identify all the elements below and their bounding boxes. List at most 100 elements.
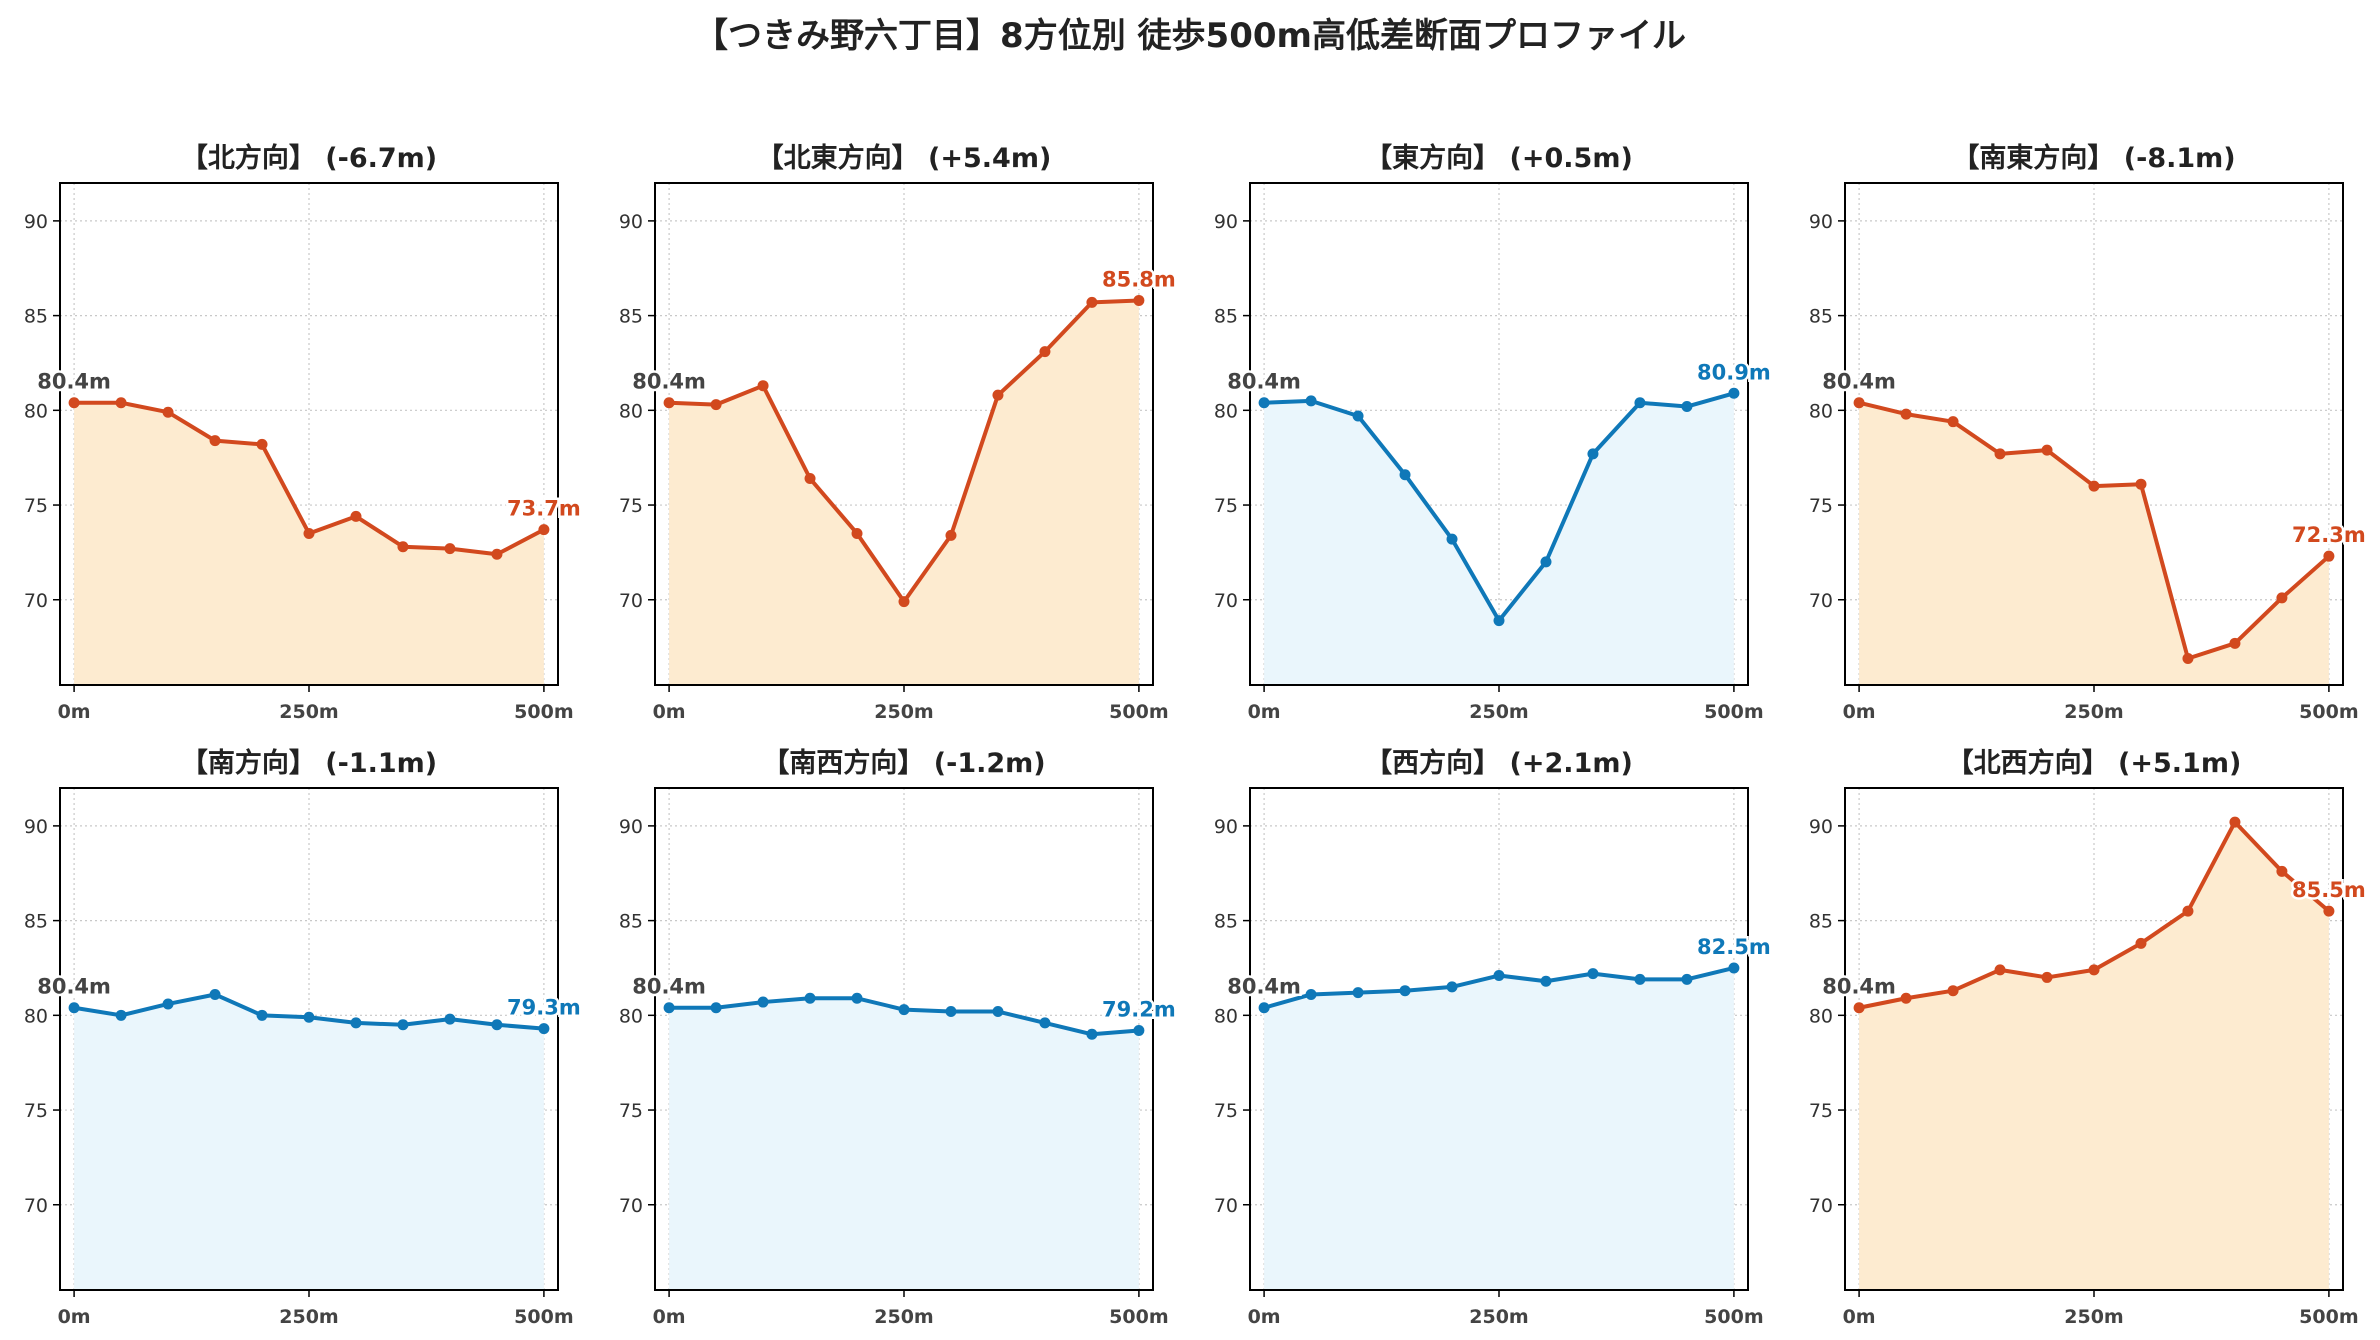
data-point: [992, 1006, 1004, 1018]
x-tick-label: 250m: [1469, 1306, 1528, 1328]
x-tick-label: 0m: [1248, 701, 1281, 723]
data-point: [444, 543, 456, 555]
area-fill: [1264, 393, 1734, 685]
data-point: [710, 399, 722, 411]
data-point: [663, 397, 675, 409]
y-tick-label: 85: [1214, 306, 1238, 328]
y-tick-label: 80: [619, 400, 643, 422]
data-point: [2276, 592, 2288, 604]
y-tick-label: 75: [619, 495, 643, 517]
x-tick-label: 500m: [2299, 701, 2358, 723]
y-tick-label: 90: [1214, 211, 1238, 233]
data-point: [851, 992, 863, 1004]
data-point: [2229, 816, 2241, 828]
area-fill: [669, 998, 1139, 1290]
data-point: [397, 1019, 409, 1031]
y-tick-label: 90: [24, 211, 48, 233]
data-point: [2088, 480, 2100, 492]
data-point: [350, 510, 362, 522]
data-point: [115, 1009, 127, 1021]
data-point: [1305, 988, 1317, 1000]
data-point: [1947, 416, 1959, 428]
data-point: [804, 992, 816, 1004]
y-tick-label: 90: [619, 816, 643, 838]
y-tick-label: 80: [619, 1005, 643, 1027]
y-tick-label: 80: [1214, 1005, 1238, 1027]
data-point: [1853, 1002, 1865, 1014]
panel-4: 【南東方向】 (-8.1m) 70 75 80 85 90 0m 250m 500m 80.4m 7…: [1809, 142, 2368, 723]
data-point: [1634, 397, 1646, 409]
y-tick-label: 70: [24, 590, 48, 612]
data-point: [303, 527, 315, 539]
data-point: [945, 1006, 957, 1018]
x-tick-label: 500m: [514, 1306, 573, 1328]
panel-title: 【東方向】 (+0.5m): [1365, 142, 1633, 174]
panel-title: 【北西方向】 (+5.1m): [1947, 747, 2242, 779]
data-point: [710, 1002, 722, 1014]
data-point: [1540, 556, 1552, 568]
y-tick-label: 75: [1809, 1100, 1833, 1122]
panel-2: 【北東方向】 (+5.4m) 70 75 80 85 90 0m 250m 500m 80.4m 8…: [619, 142, 1178, 723]
data-point: [115, 397, 127, 409]
y-tick-label: 75: [1214, 495, 1238, 517]
data-point: [1352, 410, 1364, 422]
y-tick-label: 85: [1809, 911, 1833, 933]
start-value-label: 80.4m: [37, 370, 111, 394]
y-tick-label: 70: [24, 1195, 48, 1217]
end-value-label: 79.3m: [507, 996, 581, 1020]
end-value-label: 85.8m: [1102, 267, 1176, 291]
data-point: [1305, 395, 1317, 407]
panel-title: 【南西方向】 (-1.2m): [762, 747, 1045, 779]
x-tick-label: 0m: [1843, 701, 1876, 723]
x-tick-label: 500m: [1704, 701, 1763, 723]
data-point: [1352, 987, 1364, 999]
data-point: [350, 1017, 362, 1029]
y-tick-label: 75: [1809, 495, 1833, 517]
y-tick-label: 75: [619, 1100, 643, 1122]
data-point: [397, 541, 409, 553]
data-point: [1587, 448, 1599, 460]
data-point: [1258, 1002, 1270, 1014]
y-tick-label: 70: [1214, 1195, 1238, 1217]
end-value-label: 72.3m: [2292, 523, 2366, 547]
data-point: [2182, 905, 2194, 917]
y-tick-label: 70: [619, 1195, 643, 1217]
data-point: [1446, 981, 1458, 993]
data-point: [1947, 985, 1959, 997]
data-point: [1258, 397, 1270, 409]
x-tick-label: 250m: [2064, 1306, 2123, 1328]
data-point: [1399, 469, 1411, 481]
y-tick-label: 70: [1809, 590, 1833, 612]
start-value-label: 80.4m: [1227, 975, 1301, 999]
y-tick-label: 90: [619, 211, 643, 233]
x-tick-label: 250m: [279, 701, 338, 723]
panel-7: 【西方向】 (+2.1m) 70 75 80 85 90 0m 250m 500m 80.4m 82…: [1214, 747, 1773, 1328]
y-tick-label: 90: [1214, 816, 1238, 838]
y-tick-label: 85: [24, 911, 48, 933]
y-tick-label: 75: [24, 1100, 48, 1122]
x-tick-label: 500m: [1109, 1306, 1168, 1328]
y-tick-label: 75: [1214, 1100, 1238, 1122]
data-point: [2323, 550, 2335, 562]
x-tick-label: 250m: [874, 1306, 933, 1328]
data-point: [2276, 865, 2288, 877]
data-point: [256, 438, 268, 450]
data-point: [898, 1004, 910, 1016]
y-tick-label: 85: [1214, 911, 1238, 933]
start-value-label: 80.4m: [632, 975, 706, 999]
panel-title: 【南方向】 (-1.1m): [181, 747, 437, 779]
data-point: [1399, 985, 1411, 997]
x-tick-label: 0m: [1843, 1306, 1876, 1328]
data-point: [757, 996, 769, 1008]
data-point: [1493, 970, 1505, 982]
data-point: [538, 524, 550, 536]
y-tick-label: 70: [619, 590, 643, 612]
panel-6: 【南西方向】 (-1.2m) 70 75 80 85 90 0m 250m 500m 80.4m 7…: [619, 747, 1178, 1328]
y-tick-label: 80: [1809, 400, 1833, 422]
data-point: [663, 1002, 675, 1014]
data-point: [1493, 615, 1505, 627]
data-point: [303, 1011, 315, 1023]
panel-title: 【西方向】 (+2.1m): [1365, 747, 1633, 779]
